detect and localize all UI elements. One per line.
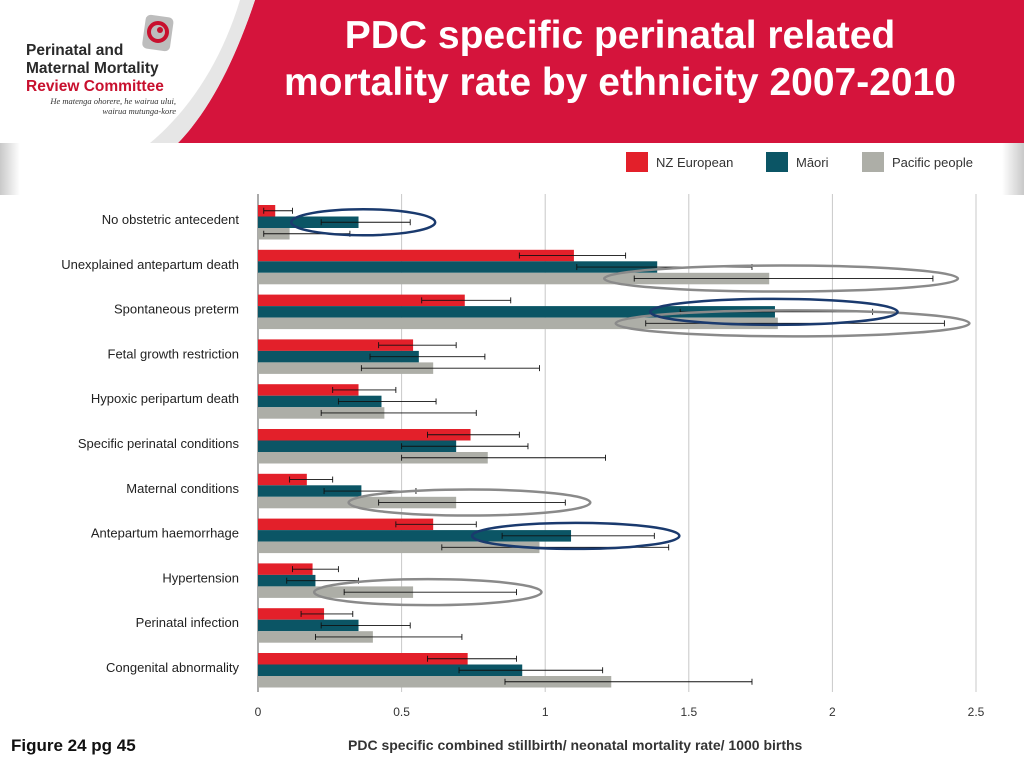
bar-2-2 bbox=[258, 317, 778, 330]
logo-tagline-1: He matenga ohorere, he wairua ului, bbox=[50, 96, 176, 106]
logo-line-1: Perinatal and bbox=[26, 42, 124, 59]
highlight-ellipse-0 bbox=[289, 208, 437, 237]
bar-6-2 bbox=[258, 496, 457, 509]
bar-4-1 bbox=[258, 395, 382, 408]
highlight-ellipse-1 bbox=[602, 264, 960, 293]
panel-shadow-right bbox=[1002, 143, 1024, 195]
bar-10-1 bbox=[258, 664, 523, 676]
legend-label-0: NZ European bbox=[656, 155, 733, 170]
bar-1-0 bbox=[258, 249, 574, 262]
bar-7-0 bbox=[258, 518, 434, 531]
bar-10-2 bbox=[258, 676, 612, 688]
legend-label-1: Māori bbox=[796, 155, 829, 170]
bar-5-0 bbox=[258, 429, 471, 441]
bar-10-0 bbox=[258, 653, 468, 665]
x-tick-label-4: 2 bbox=[829, 705, 836, 719]
title-line-2: mortality rate by ethnicity 2007-2010 bbox=[284, 61, 956, 104]
x-tick-label-0: 0 bbox=[255, 705, 262, 719]
title-line-1: PDC specific perinatal related bbox=[344, 14, 896, 57]
bar-8-2 bbox=[258, 586, 414, 598]
x-tick-label-5: 2.5 bbox=[968, 705, 985, 719]
banner-red-band bbox=[178, 0, 1024, 143]
category-label-4: Hypoxic peripartum death bbox=[91, 391, 239, 406]
panel-shadow-left bbox=[0, 143, 20, 195]
page-title: PDC specific perinatal related mortality… bbox=[216, 12, 1024, 106]
committee-logo: Perinatal and Maternal Mortality Review … bbox=[26, 14, 196, 116]
bar-chart: 0 0.5 1 1.5 2 2.5 No obstetric antecedent Unexp… bbox=[61, 152, 985, 719]
category-label-1: Unexplained antepartum death bbox=[61, 257, 239, 272]
highlight-ellipse-5 bbox=[470, 521, 681, 551]
category-label-10: Congenital abnormality bbox=[106, 660, 239, 675]
bar-4-0 bbox=[258, 384, 359, 396]
legend-swatch-1 bbox=[766, 152, 788, 172]
bar-3-2 bbox=[258, 362, 434, 374]
bar-5-1 bbox=[258, 440, 457, 452]
bar-6-0 bbox=[258, 473, 307, 486]
category-label-5: Specific perinatal conditions bbox=[78, 436, 240, 451]
figure-caption: Figure 24 pg 45 bbox=[11, 736, 136, 755]
category-label-6: Maternal conditions bbox=[126, 481, 239, 496]
bar-8-0 bbox=[258, 563, 313, 575]
bar-1-1 bbox=[258, 261, 658, 273]
logo-tagline-2: wairua mutunga-kore bbox=[102, 106, 176, 116]
title-banner bbox=[0, 0, 1024, 143]
highlight-ellipse-6 bbox=[312, 577, 543, 607]
x-tick-label-3: 1.5 bbox=[680, 705, 697, 719]
bar-7-2 bbox=[258, 541, 540, 554]
highlight-ellipse-4 bbox=[347, 488, 592, 517]
bar-1-2 bbox=[258, 272, 770, 285]
bar-9-0 bbox=[258, 608, 325, 620]
bar-2-1 bbox=[258, 306, 775, 318]
x-tick-label-1: 0.5 bbox=[393, 705, 410, 719]
bar-3-1 bbox=[258, 350, 419, 363]
bar-7-1 bbox=[258, 530, 572, 542]
x-axis-title: PDC specific combined stillbirth/ neonat… bbox=[348, 737, 803, 753]
bar-3-0 bbox=[258, 339, 414, 351]
highlight-ellipse-3 bbox=[648, 297, 899, 327]
logo-line-2: Maternal Mortality bbox=[26, 60, 159, 77]
x-tick-label-2: 1 bbox=[542, 705, 549, 719]
category-label-3: Fetal growth restriction bbox=[108, 346, 240, 361]
legend-swatch-0 bbox=[626, 152, 648, 172]
category-label-0: No obstetric antecedent bbox=[102, 212, 240, 227]
bar-9-1 bbox=[258, 619, 359, 632]
legend-swatch-2 bbox=[862, 152, 884, 172]
bar-5-2 bbox=[258, 452, 488, 464]
legend-label-2: Pacific people bbox=[892, 155, 973, 170]
bar-6-1 bbox=[258, 485, 362, 497]
category-label-9: Perinatal infection bbox=[136, 615, 239, 630]
bar-0-1 bbox=[258, 216, 359, 228]
bar-2-0 bbox=[258, 294, 465, 307]
category-label-2: Spontaneous preterm bbox=[114, 302, 239, 317]
koru-logo-icon bbox=[142, 14, 174, 52]
logo-line-3: Review Committee bbox=[26, 78, 164, 95]
highlight-ellipse-2 bbox=[614, 309, 971, 338]
category-label-8: Hypertension bbox=[162, 570, 239, 585]
category-label-7: Antepartum haemorrhage bbox=[91, 526, 239, 541]
